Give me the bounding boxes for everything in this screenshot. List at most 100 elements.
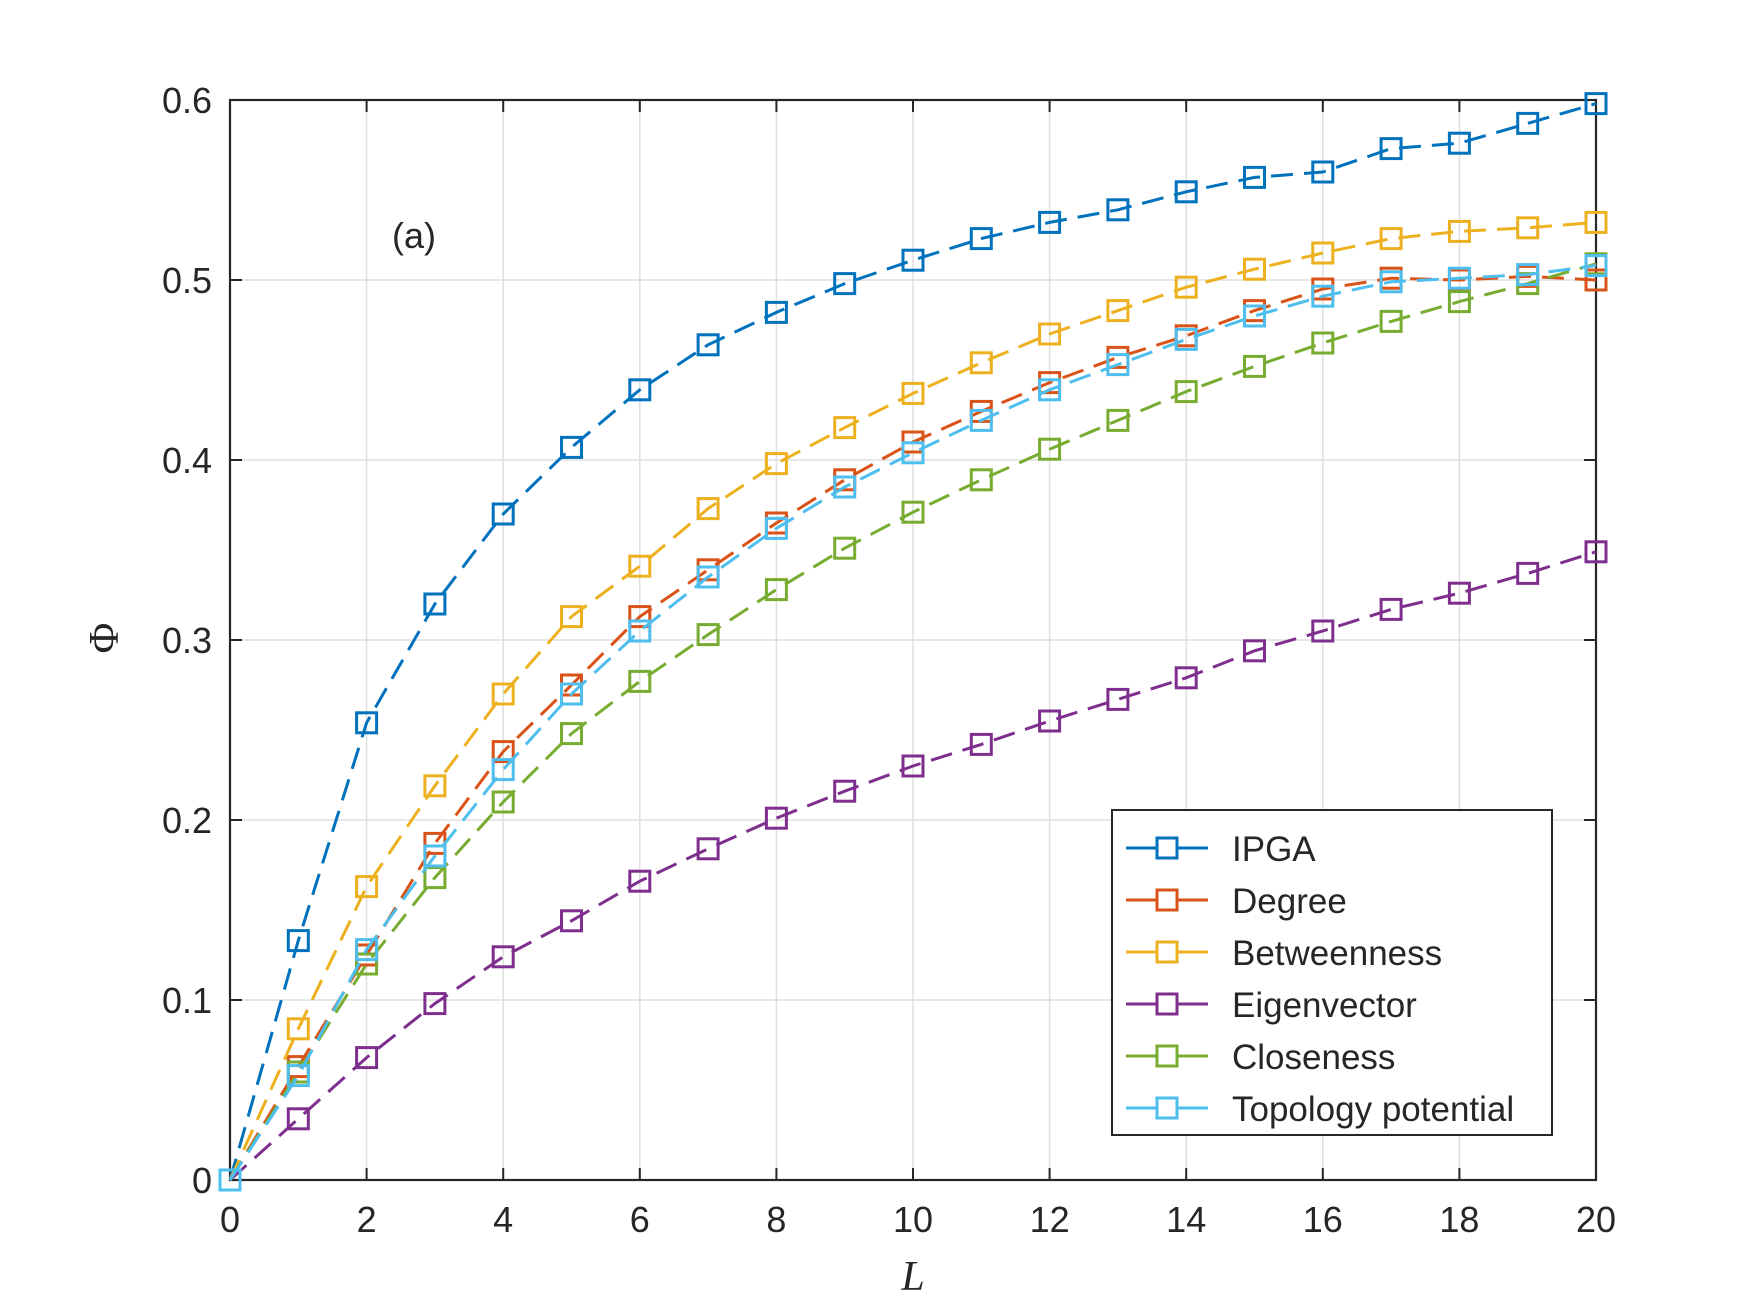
legend-item: Closeness	[1126, 1038, 1395, 1077]
data-point-marker	[628, 869, 652, 893]
data-point-marker	[1174, 327, 1198, 351]
data-point-marker	[423, 844, 447, 868]
x-tick-label: 18	[1439, 1199, 1479, 1240]
data-point-marker	[218, 1168, 242, 1192]
x-axis-label: L	[900, 1254, 924, 1300]
data-point-marker	[286, 1017, 310, 1041]
data-point-marker	[1447, 219, 1471, 243]
series-line	[228, 550, 1597, 1182]
y-tick-label: 0.2	[162, 800, 212, 841]
data-point-marker	[1243, 639, 1266, 663]
series-ipga	[218, 92, 1608, 1192]
legend: IPGA Degree Betweenness Eigenvector Closenes…	[1111, 809, 1553, 1136]
data-point-marker	[355, 875, 379, 899]
data-point-marker	[1379, 597, 1403, 621]
data-point-marker	[286, 1064, 310, 1088]
x-tick-label: 0	[220, 1199, 240, 1240]
x-tick-label: 2	[357, 1199, 377, 1240]
x-tick-label: 8	[766, 1199, 786, 1240]
data-point-marker	[1516, 561, 1540, 585]
data-point-marker	[1174, 666, 1198, 690]
data-point-marker	[1038, 210, 1062, 234]
series-topology-potential	[218, 254, 1608, 1192]
x-tick-label: 16	[1303, 1199, 1343, 1240]
data-point-marker	[1106, 353, 1130, 377]
legend-label: Betweenness	[1232, 934, 1442, 973]
data-point-marker	[1379, 137, 1403, 161]
data-point-marker	[764, 300, 788, 324]
data-point-marker	[1243, 257, 1266, 281]
data-point-marker	[696, 497, 720, 521]
x-tick-label: 12	[1030, 1199, 1070, 1240]
legend-item: Topology potential	[1126, 1090, 1514, 1129]
data-point-marker	[1174, 275, 1198, 299]
data-point-marker	[1106, 408, 1130, 432]
data-point-marker	[833, 779, 857, 803]
data-point-marker	[1311, 284, 1335, 308]
series-line	[228, 220, 1597, 1181]
data-point-marker	[1038, 437, 1062, 461]
legend-label: Degree	[1232, 882, 1347, 921]
legend-label: Closeness	[1232, 1038, 1395, 1077]
legend-label: Eigenvector	[1232, 986, 1417, 1025]
data-point-marker	[969, 351, 993, 375]
data-point-marker	[1038, 322, 1062, 346]
data-point-marker	[560, 909, 583, 933]
data-point-marker	[1584, 254, 1608, 278]
legend-item: IPGA	[1126, 830, 1316, 869]
data-point-marker	[1174, 180, 1198, 204]
legend-box	[1111, 809, 1553, 1136]
series-line	[228, 264, 1597, 1181]
data-point-marker	[1379, 227, 1403, 251]
data-point-marker	[901, 441, 925, 465]
x-tick-label: 14	[1166, 1199, 1206, 1240]
data-point-marker	[1584, 268, 1608, 292]
data-point-marker	[969, 408, 993, 432]
data-point-marker	[969, 468, 993, 492]
y-tick-label: 0.3	[162, 620, 212, 661]
data-point-marker	[833, 536, 857, 560]
data-point-marker	[1243, 165, 1266, 189]
legend-marker-swatch	[1155, 888, 1179, 912]
data-point-marker	[1106, 687, 1130, 711]
data-point-marker	[1106, 299, 1130, 323]
legend-label: Topology potential	[1232, 1090, 1514, 1129]
data-point-marker	[423, 992, 447, 1016]
legend-marker-swatch	[1155, 1096, 1179, 1120]
y-tick-label: 0.4	[162, 440, 212, 481]
data-point-marker	[355, 1046, 379, 1070]
y-axis-label: Φ	[82, 623, 128, 654]
legend-item: Eigenvector	[1126, 986, 1417, 1025]
data-point-marker	[1447, 581, 1471, 605]
data-point-marker	[1447, 290, 1471, 314]
y-tick-label: 0.5	[162, 260, 212, 301]
data-point-marker	[491, 682, 515, 706]
data-point-marker	[628, 619, 652, 643]
data-point-marker	[628, 554, 652, 578]
x-tick-label: 10	[893, 1199, 933, 1240]
data-point-marker	[491, 945, 515, 969]
data-point-marker	[1311, 619, 1335, 643]
legend-item: Degree	[1126, 882, 1347, 921]
data-point-marker	[560, 435, 583, 459]
data-point-marker	[1447, 131, 1471, 155]
data-point-marker	[764, 516, 788, 540]
data-point-marker	[833, 416, 857, 440]
data-point-marker	[491, 758, 515, 782]
data-point-marker	[833, 475, 857, 499]
data-point-marker	[423, 592, 447, 616]
panel-annotation: (a)	[392, 215, 436, 256]
y-tick-label: 0	[192, 1160, 212, 1201]
data-point-marker	[901, 381, 925, 405]
data-point-marker	[1038, 709, 1062, 733]
data-point-marker	[1584, 92, 1608, 116]
series-eigenvector	[218, 540, 1608, 1192]
data-point-marker	[1243, 304, 1266, 328]
data-point-marker	[1379, 270, 1403, 294]
data-point-marker	[1311, 241, 1335, 265]
data-point-marker	[764, 806, 788, 830]
data-point-marker	[901, 500, 925, 524]
data-point-marker	[560, 682, 583, 706]
data-point-marker	[764, 578, 788, 602]
